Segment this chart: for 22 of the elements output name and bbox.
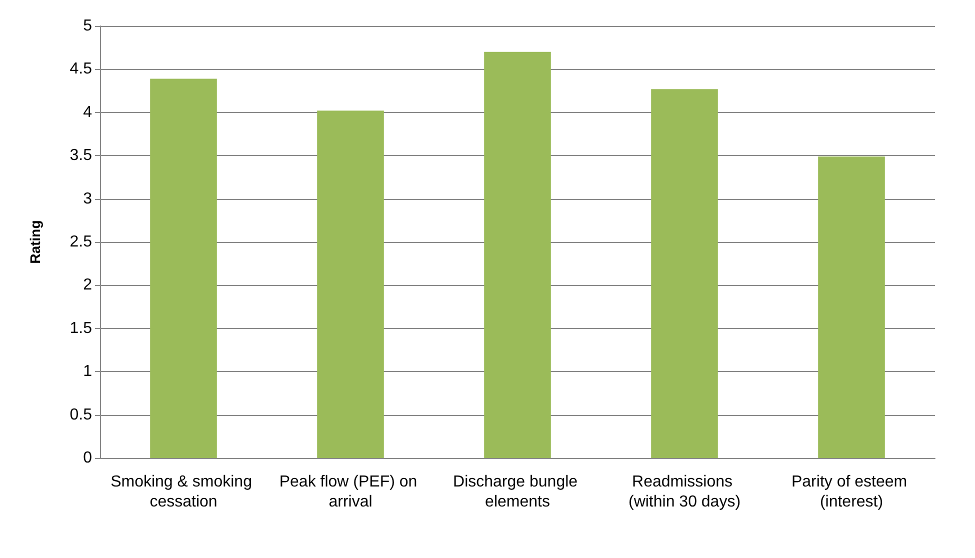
y-tick-label: 2.5 bbox=[70, 234, 92, 250]
x-tick-label: Parity of esteem (interest) bbox=[791, 474, 912, 510]
y-tick-label: 1 bbox=[83, 363, 92, 380]
x-tick-label: Smoking & smoking cessation bbox=[110, 474, 256, 510]
y-axis-title: Rating bbox=[27, 220, 43, 264]
y-tick-label: 4.5 bbox=[70, 60, 92, 78]
x-tick-label: Readmissions (within 30 days) bbox=[628, 474, 741, 510]
y-tick-label: 5 bbox=[83, 18, 92, 34]
y-tick-label: 3 bbox=[83, 190, 92, 208]
bar bbox=[818, 156, 885, 458]
y-tick-label: 0.5 bbox=[70, 406, 92, 424]
x-tick-label: Peak flow (PEF) on arrival bbox=[279, 474, 422, 510]
y-tick-label: 0 bbox=[83, 450, 92, 466]
y-tick-label: 2 bbox=[83, 276, 92, 294]
y-tick-label: 4 bbox=[83, 104, 92, 121]
x-tick-label: Discharge bungle elements bbox=[453, 474, 582, 510]
bar bbox=[484, 52, 551, 458]
bar bbox=[150, 78, 217, 458]
bar bbox=[317, 110, 384, 458]
y-tick-label: 1.5 bbox=[70, 320, 92, 337]
bar bbox=[651, 89, 718, 458]
y-tick-label: 3.5 bbox=[70, 147, 92, 164]
